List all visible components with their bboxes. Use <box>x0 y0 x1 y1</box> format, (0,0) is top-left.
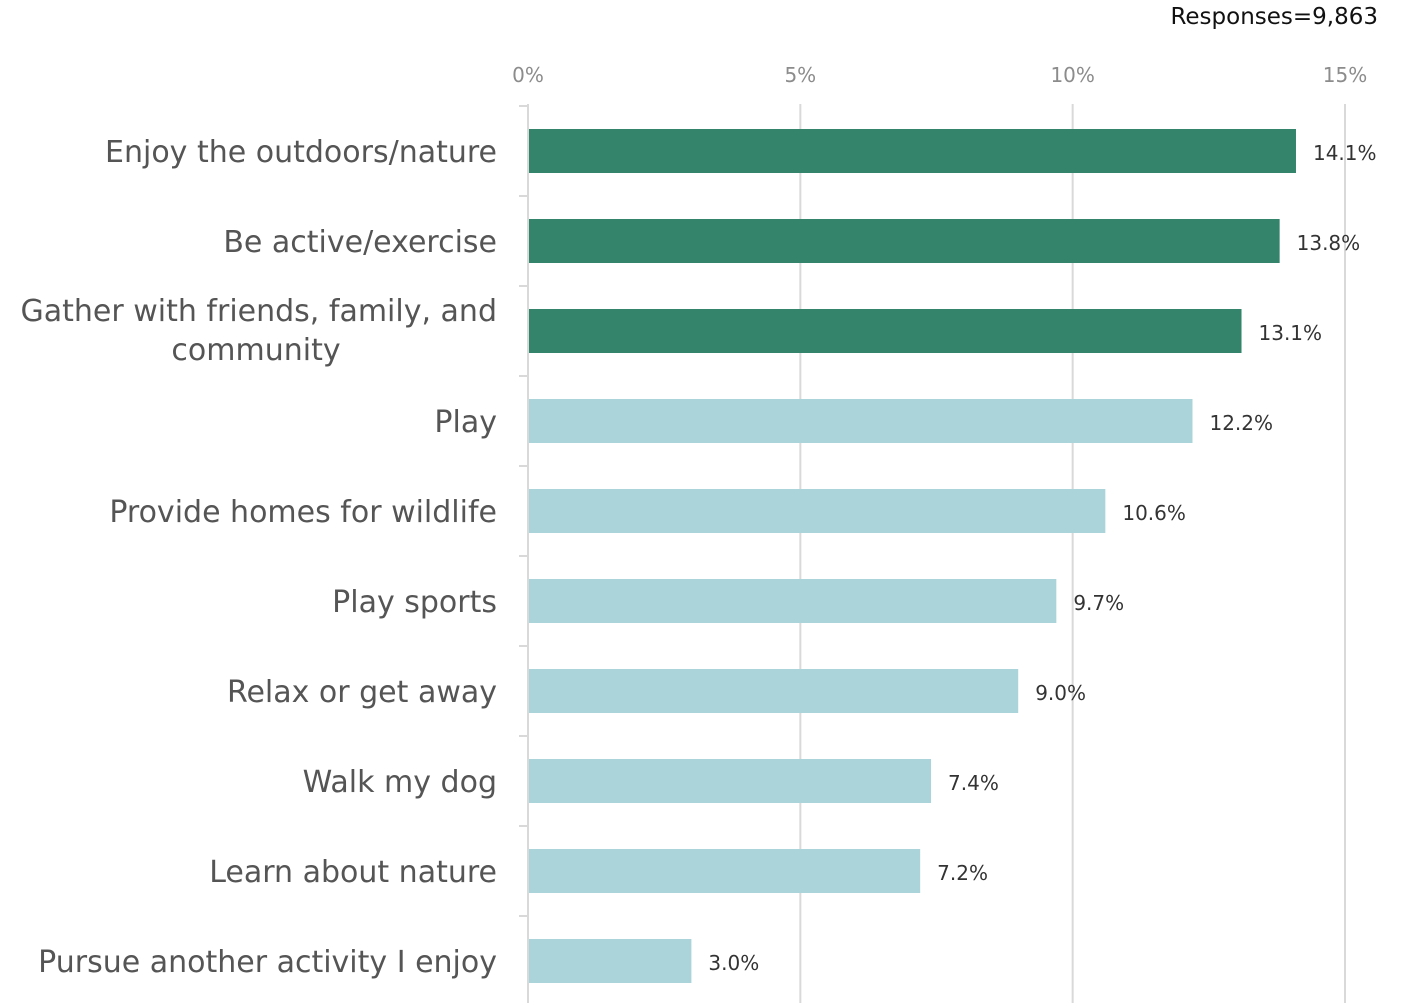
category-label: Enjoy the outdoors/nature <box>105 135 497 170</box>
bar <box>529 219 1280 263</box>
data-label: 14.1% <box>1313 141 1377 165</box>
category-label: Walk my dog <box>303 765 497 800</box>
category-label: Gather with friends, family, and <box>21 294 497 329</box>
category-label: Provide homes for wildlife <box>109 495 497 530</box>
category-label: Be active/exercise <box>223 225 497 260</box>
bar <box>529 849 921 893</box>
bar <box>529 939 692 983</box>
category-label: Relax or get away <box>227 675 497 710</box>
data-label: 9.7% <box>1073 591 1124 615</box>
x-tick-label: 15% <box>1323 63 1367 87</box>
data-label: 13.1% <box>1259 321 1323 345</box>
bar <box>529 579 1057 623</box>
category-label: Play sports <box>332 585 497 620</box>
x-tick-label: 10% <box>1050 63 1094 87</box>
data-label: 9.0% <box>1035 681 1086 705</box>
category-label: community <box>171 333 340 368</box>
data-label: 12.2% <box>1209 411 1273 435</box>
x-tick-label: 5% <box>784 63 816 87</box>
x-tick-label: 0% <box>512 63 544 87</box>
bar <box>529 399 1193 443</box>
bar <box>529 129 1296 173</box>
category-label: Pursue another activity I enjoy <box>38 945 497 980</box>
responses-count-note: Responses=9,863 <box>1170 4 1378 30</box>
category-label: Learn about nature <box>209 855 497 890</box>
data-label: 10.6% <box>1122 501 1186 525</box>
data-label: 7.4% <box>948 771 999 795</box>
bar <box>529 759 932 803</box>
data-label: 7.2% <box>937 861 988 885</box>
data-label: 3.0% <box>708 951 759 975</box>
bar <box>529 309 1242 353</box>
bar <box>529 669 1019 713</box>
data-label: 13.8% <box>1297 231 1361 255</box>
category-label: Play <box>434 405 497 440</box>
bar <box>529 489 1106 533</box>
